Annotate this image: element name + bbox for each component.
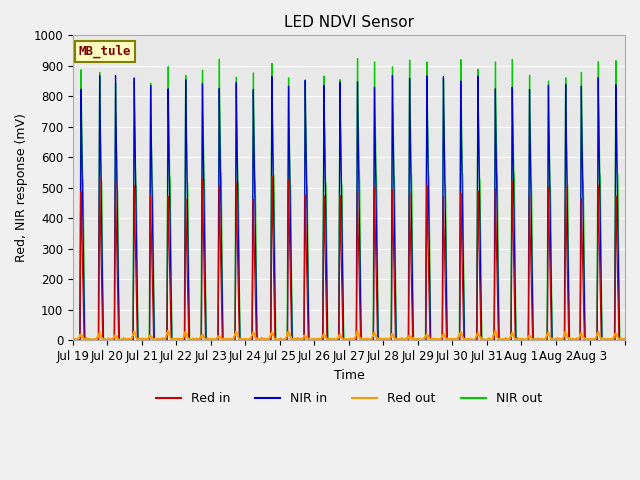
Y-axis label: Red, NIR response (mV): Red, NIR response (mV) (15, 113, 28, 263)
Legend: Red in, NIR in, Red out, NIR out: Red in, NIR in, Red out, NIR out (151, 387, 547, 410)
X-axis label: Time: Time (333, 369, 364, 382)
Text: MB_tule: MB_tule (79, 45, 131, 58)
Title: LED NDVI Sensor: LED NDVI Sensor (284, 15, 414, 30)
